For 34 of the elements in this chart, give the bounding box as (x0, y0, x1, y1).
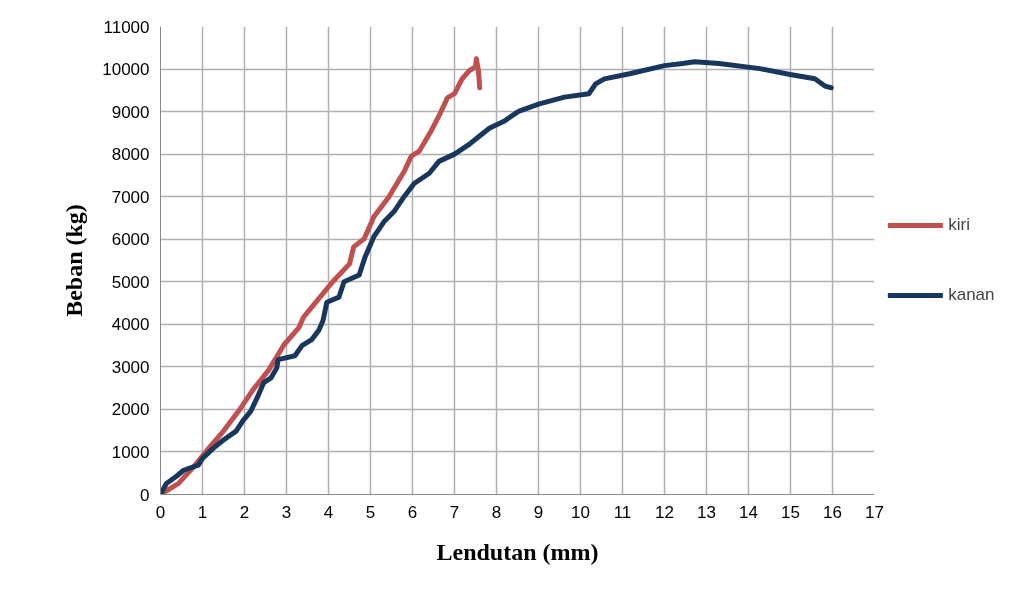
y-tick-label: 3000 (111, 357, 150, 377)
y-tick-label: 4000 (111, 315, 150, 335)
y-tick-label: 0 (140, 485, 150, 505)
x-tick-label: 4 (323, 502, 334, 522)
x-tick-label: 16 (823, 502, 842, 522)
y-tick-label: 6000 (111, 230, 150, 250)
x-tick-label: 10 (571, 502, 590, 522)
x-tick-label: 2 (239, 502, 250, 522)
y-tick-label: 2000 (111, 400, 150, 420)
x-tick-label: 6 (407, 502, 418, 522)
x-tick-label: 8 (491, 502, 502, 522)
x-tick-label: 11 (613, 502, 632, 522)
legend-label: kiri (948, 215, 970, 235)
x-tick-label: 13 (697, 502, 716, 522)
x-tick-label: 5 (365, 502, 376, 522)
x-tick-label: 9 (533, 502, 544, 522)
y-tick-label: 10000 (102, 60, 150, 80)
y-axis-title: Beban (kg) (61, 204, 88, 317)
y-tick-label: 9000 (111, 102, 150, 122)
legend-label: kanan (948, 285, 995, 305)
x-tick-label: 0 (155, 502, 166, 522)
y-tick-label: 8000 (111, 145, 150, 165)
x-tick-label: 3 (281, 502, 292, 522)
x-tick-label: 15 (781, 502, 800, 522)
x-tick-label: 17 (865, 502, 884, 522)
x-tick-label: 7 (449, 502, 460, 522)
y-tick-label: 5000 (111, 272, 150, 292)
x-tick-label: 1 (197, 502, 208, 522)
x-tick-label: 12 (655, 502, 674, 522)
y-tick-label: 1000 (111, 442, 150, 462)
y-tick-label: 7000 (111, 187, 150, 207)
y-tick-label: 11000 (103, 17, 150, 37)
x-axis-title: Lendutan (mm) (436, 538, 599, 565)
x-tick-label: 14 (739, 502, 758, 522)
